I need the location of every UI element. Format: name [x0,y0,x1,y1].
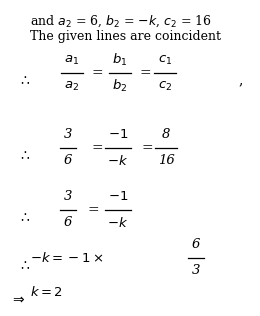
Text: $-k$: $-k$ [107,154,129,168]
Text: 3: 3 [64,129,72,142]
Text: $\therefore$: $\therefore$ [18,73,31,87]
Text: and $a_2$ = 6, $b_2$ = $-k$, $c_2$ = 16: and $a_2$ = 6, $b_2$ = $-k$, $c_2$ = 16 [30,14,212,29]
Text: =: = [87,203,99,217]
Text: =: = [91,141,103,155]
Text: =: = [91,66,103,80]
Text: $c_1$: $c_1$ [158,53,172,67]
Text: 16: 16 [158,155,174,167]
Text: $\therefore$: $\therefore$ [18,210,31,224]
Text: $-1$: $-1$ [108,129,128,142]
Text: $a_2$: $a_2$ [64,79,80,93]
Text: 6: 6 [64,216,72,229]
Text: ,: , [238,73,242,87]
Text: $-k$: $-k$ [107,216,129,230]
Text: $a_1$: $a_1$ [64,53,80,67]
Text: $-k = -1 \times$: $-k = -1 \times$ [30,251,104,265]
Text: 8: 8 [162,129,170,142]
Text: 3: 3 [192,264,200,277]
Text: $\therefore$: $\therefore$ [18,258,31,272]
Text: =: = [141,141,153,155]
Text: 6: 6 [192,239,200,252]
Text: $-1$: $-1$ [108,191,128,204]
Text: $b_1$: $b_1$ [112,52,128,68]
Text: 3: 3 [64,191,72,204]
Text: $k = 2$: $k = 2$ [30,285,63,299]
Text: $b_2$: $b_2$ [112,78,128,94]
Text: The given lines are coincident: The given lines are coincident [30,30,221,43]
Text: 6: 6 [64,155,72,167]
Text: $c_2$: $c_2$ [158,79,172,93]
Text: $\Rightarrow$: $\Rightarrow$ [10,292,26,306]
Text: =: = [139,66,151,80]
Text: $\therefore$: $\therefore$ [18,148,31,162]
